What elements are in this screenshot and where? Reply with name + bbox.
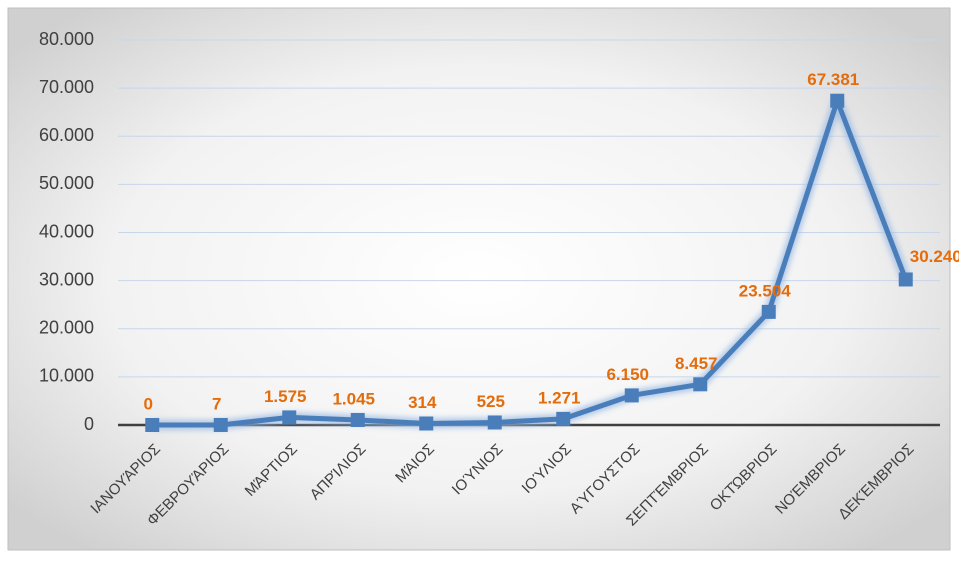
marker <box>830 93 845 108</box>
chart-area <box>7 7 951 551</box>
marker <box>898 272 913 287</box>
marker <box>624 388 639 403</box>
data-label: 1.271 <box>538 388 581 407</box>
y-tick-label: 40.000 <box>39 221 94 241</box>
marker <box>213 417 228 432</box>
marker <box>761 304 776 319</box>
marker <box>145 418 160 432</box>
data-label: 67.381 <box>807 70 859 89</box>
marker <box>282 410 297 425</box>
marker <box>350 412 365 427</box>
line <box>152 98 909 428</box>
data-label: 8.457 <box>675 354 718 373</box>
y-tick-label: 70.000 <box>39 77 94 97</box>
data-label: 6.150 <box>606 365 649 384</box>
data-label: 314 <box>408 393 437 412</box>
marker <box>556 411 571 426</box>
y-tick-label: 80.000 <box>39 29 94 49</box>
y-tick-label: 20.000 <box>39 318 94 338</box>
y-tick-label: 50.000 <box>39 173 94 193</box>
y-tick-label: 10.000 <box>39 366 94 386</box>
data-label: 1.575 <box>264 387 307 406</box>
data-label: 30.240 <box>910 247 959 266</box>
data-label: 7 <box>212 394 221 413</box>
data-label: 525 <box>477 392 505 411</box>
marker <box>693 377 708 392</box>
data-label: 23.504 <box>739 281 792 300</box>
data-label: 1.045 <box>332 389 375 408</box>
y-tick-label: 60.000 <box>39 125 94 145</box>
marker <box>487 415 502 430</box>
data-label: 0 <box>144 394 153 413</box>
y-tick-label: 30.000 <box>39 269 94 289</box>
marker <box>419 416 434 431</box>
y-tick-label: 0 <box>84 414 94 434</box>
